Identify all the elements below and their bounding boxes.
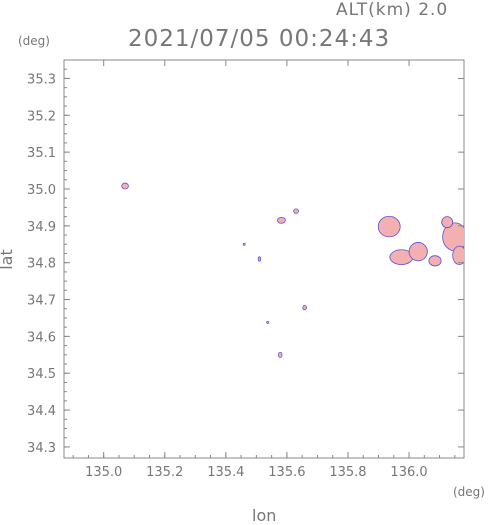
altitude-label: ALT(km) 2.0 <box>336 0 449 20</box>
y-tick-label: 34.6 <box>27 330 56 345</box>
y-tick-label: 35.3 <box>27 72 56 87</box>
echo-point <box>266 320 270 324</box>
echo-point <box>377 215 401 238</box>
y-axis-unit: (deg) <box>18 34 50 48</box>
x-tick-label: 135.2 <box>146 465 183 480</box>
y-tick-label: 34.8 <box>27 257 56 272</box>
x-axis-unit: (deg) <box>453 485 485 499</box>
echo-point <box>257 256 262 262</box>
chart-title-timestamp: 2021/07/05 00:24:43 <box>128 26 391 52</box>
echo-point <box>428 255 442 267</box>
echo-point <box>452 245 464 265</box>
echo-point <box>408 242 428 262</box>
echo-point <box>293 208 299 214</box>
x-axis-ticks: 135.0 135.2 135.4 135.6 135.8 136.0 <box>72 60 456 480</box>
y-tick-label: 35.0 <box>27 183 56 198</box>
x-tick-label: 135.4 <box>207 465 244 480</box>
echo-point <box>302 305 307 311</box>
echo-point <box>277 351 283 358</box>
x-axis-label: lon <box>252 506 277 525</box>
echo-point <box>121 182 129 190</box>
y-tick-label: 34.7 <box>27 294 56 309</box>
x-tick-label: 135.6 <box>268 465 305 480</box>
x-tick-label: 135.8 <box>329 465 366 480</box>
x-tick-label: 135.0 <box>85 465 122 480</box>
echo-layer <box>121 182 464 358</box>
y-tick-label: 35.2 <box>27 109 56 124</box>
echo-point <box>441 216 454 229</box>
y-tick-label: 34.3 <box>27 441 56 456</box>
y-axis-ticks: 34.3 34.4 34.5 34.6 34.7 34.8 34.9 35.0 35.1 35.2… <box>27 59 464 456</box>
x-tick-label: 136.0 <box>390 465 427 480</box>
y-tick-label: 34.5 <box>27 367 56 382</box>
y-tick-label: 34.9 <box>27 220 56 235</box>
y-tick-label: 34.4 <box>27 404 56 419</box>
echo-point <box>242 242 246 246</box>
y-tick-label: 35.1 <box>27 146 56 161</box>
echo-point <box>277 216 286 224</box>
